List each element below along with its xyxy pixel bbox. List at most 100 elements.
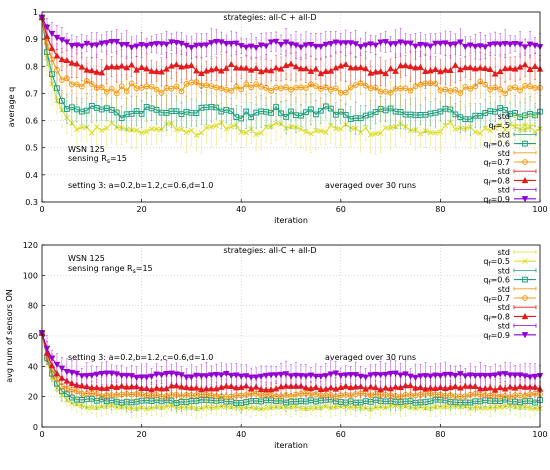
data-point (263, 405, 269, 411)
data-point (342, 382, 350, 389)
data-point (496, 384, 504, 391)
data-point (372, 130, 379, 137)
y-axis-label-bottom: avg num of sensors ON (5, 289, 14, 383)
data-point (447, 119, 454, 125)
data-point (347, 64, 355, 71)
data-point (392, 41, 399, 48)
data-point (417, 130, 424, 137)
data-point (178, 63, 185, 70)
error-bars (45, 335, 541, 392)
series-line (41, 17, 541, 120)
data-point (516, 63, 524, 70)
data-point (193, 132, 200, 139)
x-tick-label: 40 (236, 430, 246, 439)
data-point (282, 371, 290, 378)
data-point (501, 41, 509, 48)
plot-frame-top (41, 11, 541, 203)
data-point (193, 110, 200, 116)
y-tick-label: 60 (28, 332, 38, 341)
data-point (227, 40, 235, 47)
data-point (153, 68, 160, 75)
data-point (53, 34, 61, 42)
data-point (422, 373, 429, 380)
data-point (59, 77, 65, 83)
series-layer-top (38, 13, 544, 155)
series-5 (38, 14, 544, 61)
data-point (277, 65, 285, 72)
data-point (163, 41, 170, 48)
data-point (253, 131, 259, 138)
data-point (188, 374, 195, 381)
data-point (267, 372, 275, 379)
data-point (208, 40, 215, 47)
data-point (442, 122, 449, 129)
data-point (272, 385, 280, 392)
legend-label-std: std (498, 303, 510, 312)
data-point (273, 120, 279, 126)
data-point (238, 86, 245, 93)
data-point (487, 86, 494, 93)
data-point (457, 371, 464, 378)
data-point (198, 373, 205, 380)
data-point (471, 43, 479, 51)
data-point (372, 371, 379, 379)
series-layer-bottom (38, 329, 544, 419)
data-point (382, 384, 389, 391)
data-point (387, 105, 394, 112)
legend-marker (522, 159, 528, 165)
data-point (272, 38, 280, 45)
data-point (477, 130, 483, 136)
data-point (531, 42, 539, 49)
data-point (288, 108, 294, 115)
data-point (78, 373, 86, 380)
data-point (452, 372, 459, 380)
y-tick-label: 100 (23, 271, 38, 280)
data-point (133, 43, 140, 50)
data-point (457, 39, 464, 46)
data-point (148, 41, 155, 48)
data-point (153, 384, 160, 391)
series-markers (38, 330, 544, 382)
data-point (357, 129, 364, 136)
data-point (496, 68, 504, 75)
legend-marker (522, 140, 528, 147)
data-point (108, 85, 115, 92)
data-point (521, 61, 529, 68)
error-bars (45, 341, 541, 401)
data-point (461, 382, 469, 389)
data-point (476, 64, 484, 71)
legend-marker (522, 295, 528, 301)
data-point (242, 64, 250, 71)
data-point (148, 386, 155, 393)
data-point (73, 42, 81, 49)
data-point (203, 67, 210, 74)
data-point (78, 382, 86, 389)
data-point (466, 372, 474, 379)
data-point (461, 63, 469, 71)
data-point (108, 382, 116, 389)
data-point (232, 40, 240, 47)
data-point (482, 405, 488, 411)
data-point (248, 405, 254, 411)
data-point (48, 355, 56, 362)
data-point (367, 372, 374, 379)
data-point (63, 39, 71, 46)
data-point (327, 67, 335, 74)
data-point (262, 43, 270, 50)
annotation-setting-top: setting 3: a=0.2,b=1.2,c=0.6,d=1.0 (68, 181, 213, 190)
y-ticks-top: 0.3 0.4 0.5 0.6 0.7 0.8 0.9 1 (25, 8, 45, 207)
data-point (158, 372, 165, 379)
data-point (412, 374, 419, 381)
data-point (247, 43, 255, 50)
y-tick-label: 0.3 (25, 198, 38, 207)
data-point (123, 372, 130, 379)
data-point (372, 109, 379, 115)
y-tick-label: 0.5 (25, 144, 38, 153)
data-point (222, 370, 230, 378)
data-point (133, 374, 140, 382)
y-axis-label-top: average q (7, 87, 16, 127)
data-point (178, 126, 185, 132)
data-point (63, 56, 71, 63)
data-point (48, 30, 56, 38)
data-point (367, 69, 374, 76)
